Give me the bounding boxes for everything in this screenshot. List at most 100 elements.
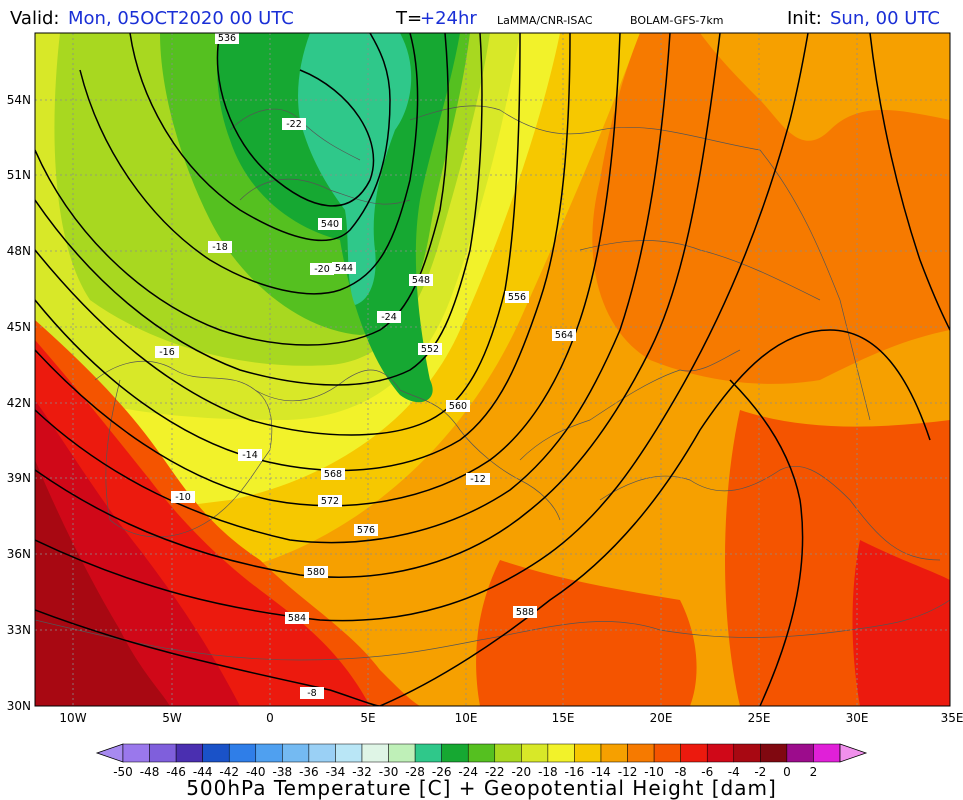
- latitude-label: 45N: [7, 320, 31, 334]
- height-contour-label: 584: [288, 613, 306, 624]
- colorbar-tick-label: -30: [379, 765, 399, 779]
- latitude-label: 39N: [7, 471, 31, 485]
- longitude-label: 35E: [941, 711, 963, 725]
- colorbar-swatch: [574, 743, 602, 763]
- latitude-label: 30N: [7, 699, 31, 713]
- height-label-bg: [332, 262, 356, 274]
- temperature-label-bg: [310, 263, 334, 275]
- colorbar-tick-label: -6: [701, 765, 713, 779]
- longitude-label: 25E: [748, 711, 771, 725]
- height-contour-label: 572: [321, 496, 339, 507]
- longitude-label: 10W: [59, 711, 86, 725]
- colorbar-under-arrow: [95, 743, 124, 763]
- colorbar-swatch: [467, 743, 496, 763]
- longitude-label: 30E: [846, 711, 869, 725]
- height-label-bg: [552, 329, 576, 341]
- height-label-bg: [318, 495, 342, 507]
- height-label-bg: [285, 612, 309, 624]
- temperature-contour-label: -18: [212, 242, 228, 253]
- graticule: [35, 33, 950, 706]
- longitude-label: 10E: [455, 711, 478, 725]
- colorbar-tick-label: -2: [754, 765, 766, 779]
- height-contour-label: 580: [307, 567, 325, 578]
- colorbar-swatch: [361, 743, 389, 763]
- height-label-bg: [418, 343, 442, 355]
- height-label-bg: [304, 566, 328, 578]
- height-contour-label: 588: [516, 607, 534, 618]
- latitude-label: 48N: [7, 244, 31, 258]
- temperature-label-bg: [208, 241, 232, 253]
- temperature-label-bg: [466, 473, 490, 485]
- latitude-labels: 54N 51N 48N 45N 42N 39N 36N 33N 30N: [7, 93, 31, 713]
- colorbar-swatch: [627, 743, 655, 763]
- height-label-bg: [354, 524, 378, 536]
- height-contour-label: 564: [555, 330, 573, 341]
- colorbar-swatch: [335, 743, 363, 763]
- height-contours: [35, 33, 950, 706]
- colorbar-tick-label: -14: [591, 765, 611, 779]
- colorbar-tick-label: -38: [273, 765, 293, 779]
- model-label: BOLAM-GFS-7km: [630, 14, 724, 27]
- latitude-label: 51N: [7, 168, 31, 182]
- latitude-label: 54N: [7, 93, 31, 107]
- height-label-bg: [318, 218, 342, 230]
- height-contour-label: 544: [335, 263, 353, 274]
- colorbar-swatch: [228, 743, 257, 763]
- colorbar-tick-label: -4: [728, 765, 740, 779]
- header-bar: Valid: Mon, 05OCT2020 00 UTC T= +24hr La…: [0, 0, 963, 34]
- colorbar-tick-label: -50: [113, 765, 133, 779]
- height-contour-label: 556: [508, 292, 526, 303]
- colorbar-tick-label: -10: [644, 765, 664, 779]
- colorbar-tick-label: -42: [219, 765, 239, 779]
- longitude-label: 5E: [360, 711, 375, 725]
- colorbar-tick-label: -12: [618, 765, 638, 779]
- height-label-bg: [446, 400, 470, 412]
- temperature-label-bg: [238, 449, 262, 461]
- latitude-label: 36N: [7, 547, 31, 561]
- temperature-contour-label: -10: [175, 492, 191, 503]
- producer-label: LaMMA/CNR-ISAC: [497, 14, 593, 27]
- colorbar-swatch: [600, 743, 628, 763]
- colorbar-swatch: [308, 743, 336, 763]
- temperature-label-bg: [300, 687, 324, 699]
- colorbar-tick-label: 0: [783, 765, 791, 779]
- colorbar-tick-label: -40: [246, 765, 266, 779]
- colorbar-swatch: [760, 743, 788, 763]
- colorbar-tick-label: -48: [140, 765, 160, 779]
- colorbar-tick-label: -24: [458, 765, 478, 779]
- colorbar-tick-label: -34: [326, 765, 346, 779]
- colorbar-swatch: [282, 743, 310, 763]
- colorbar-swatch: [494, 743, 522, 763]
- longitude-label: 0: [266, 711, 274, 725]
- temperature-label-bg: [282, 118, 306, 130]
- height-contour-label: 540: [321, 219, 339, 230]
- temperature-contour-label: -16: [159, 347, 175, 358]
- latitude-label: 42N: [7, 396, 31, 410]
- contour-labels: 536 540 544 548 552 556 560 564 568 572 576 580 584 5…: [155, 32, 576, 699]
- colorbar-over-arrow: [839, 743, 868, 763]
- valid-label: Valid:: [10, 8, 60, 29]
- colorbar-swatch: [547, 743, 575, 763]
- valid-time: Mon, 05OCT2020 00 UTC: [68, 8, 294, 29]
- temperature-contour-label: -14: [242, 450, 258, 461]
- height-contour-label: 576: [357, 525, 375, 536]
- step-label: T=: [396, 8, 423, 29]
- height-label-bg: [215, 32, 239, 44]
- colorbar-tick-label: -44: [193, 765, 213, 779]
- colorbar-swatch: [414, 743, 442, 763]
- colorbar-swatch: [255, 743, 283, 763]
- colorbar-tick-label: -16: [565, 765, 585, 779]
- colorbar-swatch: [149, 743, 177, 763]
- colorbar-swatch: [786, 743, 814, 763]
- colorbar-swatch: [521, 743, 549, 763]
- height-label-bg: [505, 291, 529, 303]
- height-label-bg: [513, 606, 537, 618]
- colorbar-tick-label: -26: [432, 765, 452, 779]
- colorbar-swatch: [202, 743, 230, 763]
- temperature-label-bg: [377, 311, 401, 323]
- colorbar-swatch: [388, 743, 416, 763]
- colorbar-swatch: [653, 743, 681, 763]
- colorbar-swatch: [813, 743, 841, 763]
- init-label: Init:: [787, 8, 822, 29]
- colorbar-tick-label: -22: [485, 765, 505, 779]
